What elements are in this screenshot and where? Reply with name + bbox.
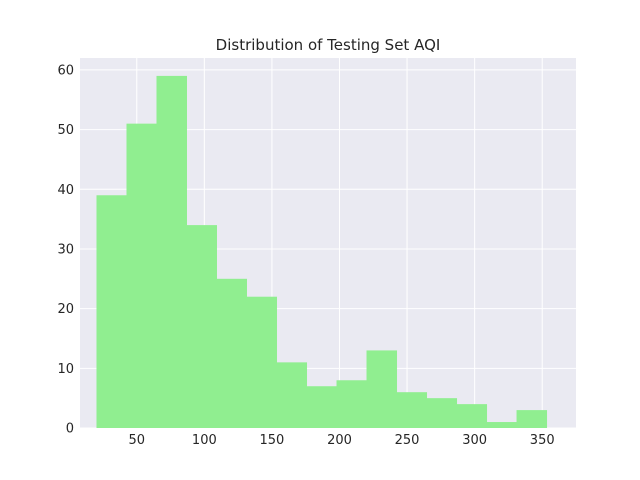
y-tick-label: 60 <box>57 63 74 78</box>
y-tick-label: 50 <box>57 123 74 138</box>
histogram-bar <box>96 195 127 428</box>
x-tick-label: 300 <box>462 433 487 448</box>
histogram-bar <box>246 296 278 428</box>
histogram-bar <box>306 386 338 428</box>
y-tick-label: 10 <box>57 362 74 377</box>
y-tick-label: 0 <box>66 422 74 437</box>
x-tick-label: 200 <box>327 433 352 448</box>
x-tick-label: 50 <box>128 433 145 448</box>
histogram-bar <box>156 75 187 428</box>
histogram-bar <box>366 350 398 428</box>
histogram-bar <box>396 392 428 428</box>
x-tick-label: 250 <box>395 433 420 448</box>
chart-title: Distribution of Testing Set AQI <box>216 36 441 54</box>
x-tick-label: 150 <box>259 433 284 448</box>
x-tick-label: 350 <box>530 433 555 448</box>
x-tick-label: 100 <box>192 433 217 448</box>
histogram-bar <box>276 362 308 428</box>
histogram-bar <box>456 404 488 428</box>
y-tick-label: 20 <box>57 302 74 317</box>
histogram-bar <box>186 225 218 428</box>
y-tick-label: 30 <box>57 242 74 257</box>
histogram-bar <box>126 123 157 428</box>
histogram-bar <box>336 380 368 428</box>
histogram-bar <box>516 410 548 428</box>
y-tick-label: 40 <box>57 183 74 198</box>
histogram-bar <box>216 278 248 428</box>
histogram-bar <box>426 398 458 428</box>
histogram-bar <box>486 422 518 428</box>
plot-area: 50 100 150 200 250 300 350 0 10 20 30 40 50 60 <box>57 58 576 448</box>
